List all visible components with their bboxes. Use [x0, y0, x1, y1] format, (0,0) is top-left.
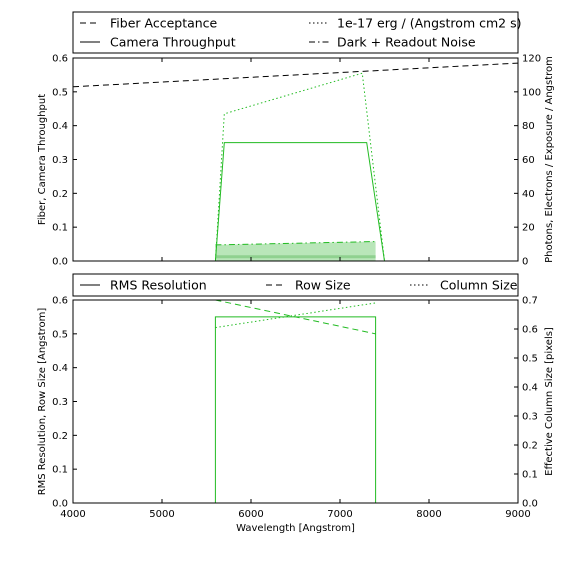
- y2-tick-label: 0.3: [522, 412, 538, 423]
- x-tick-label: 8000: [416, 509, 441, 520]
- y-tick-label: 0.5: [52, 329, 68, 340]
- legend-box: [72, 273, 519, 297]
- legend-entry-label: Column Size: [440, 278, 518, 293]
- series-line-fiber-acceptance: [72, 62, 519, 88]
- legend-entry-label: Fiber Acceptance: [110, 16, 218, 31]
- y2-tick-label: 0: [522, 257, 528, 268]
- y-tick-label: 0.4: [52, 363, 68, 374]
- legend-entry-label: Row Size: [295, 278, 351, 293]
- y2-tick-label: 80: [522, 121, 535, 132]
- series-line-column-size: [215, 302, 376, 329]
- y-tick-label: 0.4: [52, 121, 68, 132]
- legend-entry-label: Camera Throughput: [110, 35, 236, 50]
- y2-tick-label: 0.4: [522, 383, 538, 394]
- y2-tick-label: 100: [522, 87, 541, 98]
- y-tick-label: 0.3: [52, 155, 68, 166]
- y-axis-label: Fiber, Camera Throughput: [37, 94, 48, 225]
- y-axis-label: RMS Resolution, Row Size [Angstrom]: [37, 308, 48, 496]
- x-axis-label: Wavelength [Angstrom]: [236, 523, 355, 534]
- y2-tick-label: 0.0: [522, 499, 538, 510]
- y-tick-label: 0.1: [52, 223, 68, 234]
- x-tick-label: 6000: [238, 509, 263, 520]
- y-tick-label: 0.3: [52, 397, 68, 408]
- series-line-rms-resolution: [73, 316, 518, 504]
- legend-entry-label: 1e-17 erg / (Angstrom cm2 s): [337, 16, 521, 31]
- y-tick-label: 0.1: [52, 465, 68, 476]
- x-tick-label: 7000: [327, 509, 352, 520]
- y2-axis-label: Effective Column Size [pixels]: [544, 327, 555, 476]
- x-tick-label: 9000: [505, 509, 530, 520]
- y2-tick-label: 0.5: [522, 354, 538, 365]
- plot-frame: [72, 57, 519, 262]
- y2-tick-label: 120: [522, 54, 541, 65]
- y-tick-label: 0.0: [52, 499, 68, 510]
- y-tick-label: 0.6: [52, 296, 68, 307]
- x-tick-label: 4000: [60, 509, 85, 520]
- y-tick-label: 0.6: [52, 54, 68, 65]
- y2-tick-label: 20: [522, 223, 535, 234]
- y2-tick-label: 0.6: [522, 325, 538, 336]
- y-tick-label: 0.5: [52, 87, 68, 98]
- series-line-row-size: [215, 299, 376, 335]
- legend-box: [72, 11, 519, 54]
- legend-entry-label: RMS Resolution: [110, 278, 207, 293]
- x-tick-label: 5000: [149, 509, 174, 520]
- y-tick-label: 0.2: [52, 431, 68, 442]
- y2-tick-label: 40: [522, 189, 535, 200]
- plot-frame: [72, 299, 519, 504]
- y2-tick-label: 0.2: [522, 441, 538, 452]
- y-tick-label: 0.2: [52, 189, 68, 200]
- y2-tick-label: 0.1: [522, 470, 538, 481]
- y2-tick-label: 0.7: [522, 296, 538, 307]
- series-line-1e-17-erg-angstrom-cm2-s-: [73, 72, 518, 262]
- legend-entry-label: Dark + Readout Noise: [337, 35, 476, 50]
- y2-tick-label: 60: [522, 155, 535, 166]
- y2-axis-label: Photons, Electrons / Exposure / Angstrom: [544, 56, 555, 263]
- y-tick-label: 0.0: [52, 257, 68, 268]
